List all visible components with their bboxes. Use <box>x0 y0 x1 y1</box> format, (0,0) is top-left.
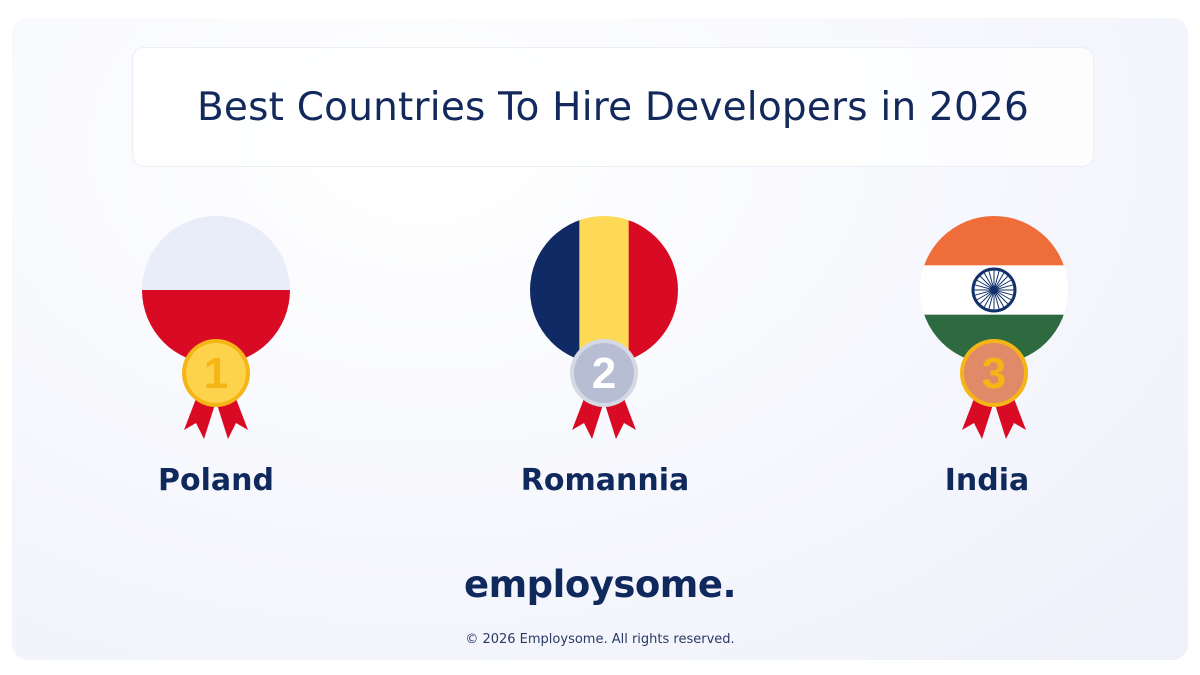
copyright-text: © 2026 Employsome. All rights reserved. <box>465 632 735 647</box>
country-name-romania: Romannia <box>520 463 690 498</box>
medal-rank: 1 <box>204 349 228 398</box>
country-name-india: India <box>944 463 1030 498</box>
medal-rank: 3 <box>982 349 1006 398</box>
romania-badge: 2 <box>514 210 694 450</box>
medal-face <box>574 343 634 403</box>
medal-face <box>186 343 246 403</box>
poland-badge: 1 <box>126 210 306 450</box>
country-name-poland: Poland <box>158 463 274 498</box>
india-badge: 3 <box>904 210 1084 450</box>
chakra-hub <box>990 286 998 294</box>
flag-stripe-saffron <box>920 216 1068 267</box>
employsome-logo: employsome. <box>464 563 737 606</box>
medal-rank: 2 <box>592 349 616 398</box>
title-box: Best Countries To Hire Developers in 202… <box>132 47 1094 167</box>
flag-stripe-white <box>142 216 290 290</box>
medal-face <box>964 343 1024 403</box>
page-title: Best Countries To Hire Developers in 202… <box>196 84 1030 130</box>
ashoka-chakra-icon <box>971 267 1017 313</box>
